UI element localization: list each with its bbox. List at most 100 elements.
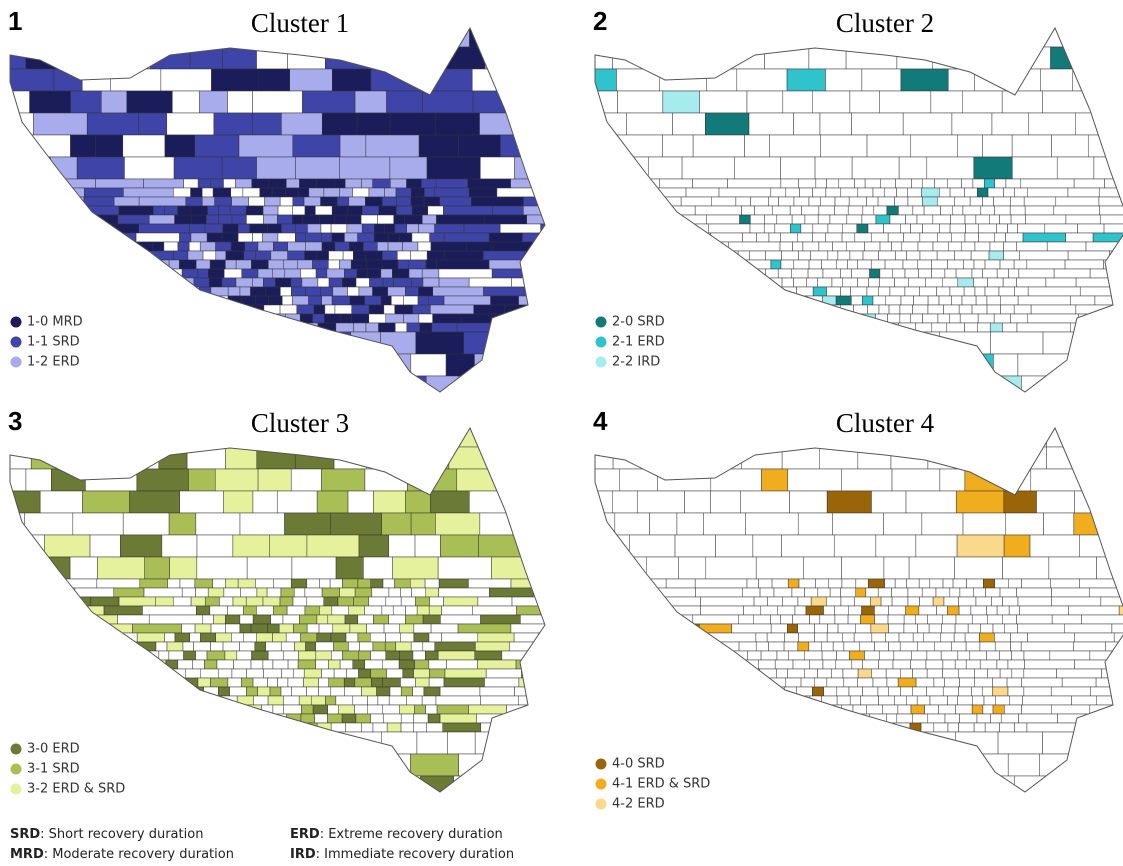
tract [1027, 260, 1065, 269]
tract [382, 197, 396, 206]
tract [366, 135, 419, 157]
tract [255, 642, 266, 651]
tract [42, 651, 94, 660]
tract [351, 332, 381, 354]
tract [252, 113, 281, 135]
tract [635, 251, 684, 260]
tract [510, 425, 557, 447]
tract [888, 233, 903, 242]
tract [186, 25, 221, 47]
tract [197, 723, 213, 732]
tract [1086, 332, 1123, 354]
definition-text: : Short recovery duration [40, 827, 203, 842]
tract [1017, 588, 1052, 597]
tract [799, 579, 816, 588]
tract [75, 588, 114, 597]
tract [125, 260, 153, 269]
tract [1117, 425, 1123, 447]
tract [959, 47, 1001, 69]
tract [991, 714, 1002, 723]
tract [71, 242, 123, 251]
tract [96, 314, 121, 323]
tract [0, 714, 41, 723]
tract [902, 376, 939, 398]
tract [620, 157, 648, 179]
tract [1071, 696, 1096, 705]
tract [812, 91, 850, 113]
tract [419, 224, 435, 233]
tract [1014, 260, 1027, 269]
tract [317, 615, 328, 624]
tract [332, 206, 348, 215]
tract [439, 269, 492, 278]
tract [717, 425, 758, 447]
tract [96, 179, 144, 188]
tract [880, 91, 931, 113]
tract [29, 278, 65, 287]
tract [46, 669, 75, 678]
tract [1045, 224, 1078, 233]
tract [367, 624, 385, 633]
tract [832, 669, 843, 678]
tract [444, 296, 491, 305]
tract [585, 157, 620, 179]
tract [243, 633, 256, 642]
tract [798, 624, 815, 633]
tract [78, 447, 112, 469]
tract [159, 651, 169, 660]
tract [399, 660, 414, 669]
tract [613, 447, 649, 469]
tract [359, 287, 373, 296]
tract [771, 188, 786, 197]
tract [263, 278, 275, 287]
tract [502, 651, 534, 660]
tract [340, 660, 353, 669]
tract [546, 188, 571, 197]
tract [880, 179, 895, 188]
tract [253, 233, 263, 242]
tract [879, 278, 894, 287]
tract [977, 188, 988, 197]
tract [449, 447, 494, 469]
panel: 3Cluster 33-0 ERD3-1 SRD3-2 ERD & SRD [0, 406, 585, 820]
tract [955, 660, 966, 669]
tract [469, 705, 507, 714]
tract [920, 597, 934, 606]
tract [87, 113, 139, 135]
tract [923, 314, 938, 323]
tract [191, 233, 207, 242]
tract [0, 157, 26, 179]
tract [96, 135, 123, 157]
tract [277, 215, 292, 224]
tract [870, 714, 887, 723]
tract [353, 597, 368, 606]
tract [980, 642, 995, 651]
tract [995, 696, 1010, 705]
tract [955, 705, 972, 714]
tract [170, 557, 197, 579]
tract [209, 278, 222, 287]
tract [75, 669, 112, 678]
tract [712, 376, 748, 398]
tract [632, 296, 671, 305]
tract [427, 723, 443, 732]
tract [112, 642, 155, 651]
tract [78, 398, 105, 420]
tract [843, 669, 858, 678]
tract [1071, 296, 1095, 305]
tract [411, 588, 425, 597]
tract [319, 624, 333, 633]
tract [413, 651, 425, 660]
tract [309, 296, 322, 305]
tract [431, 624, 458, 633]
tract [318, 278, 329, 287]
tract [678, 557, 705, 579]
tract [390, 113, 436, 135]
tract [270, 687, 281, 696]
tract [960, 314, 978, 323]
tract [804, 669, 817, 678]
tract [723, 354, 756, 376]
tract [258, 687, 270, 696]
tract [517, 732, 569, 754]
tract [443, 47, 485, 69]
